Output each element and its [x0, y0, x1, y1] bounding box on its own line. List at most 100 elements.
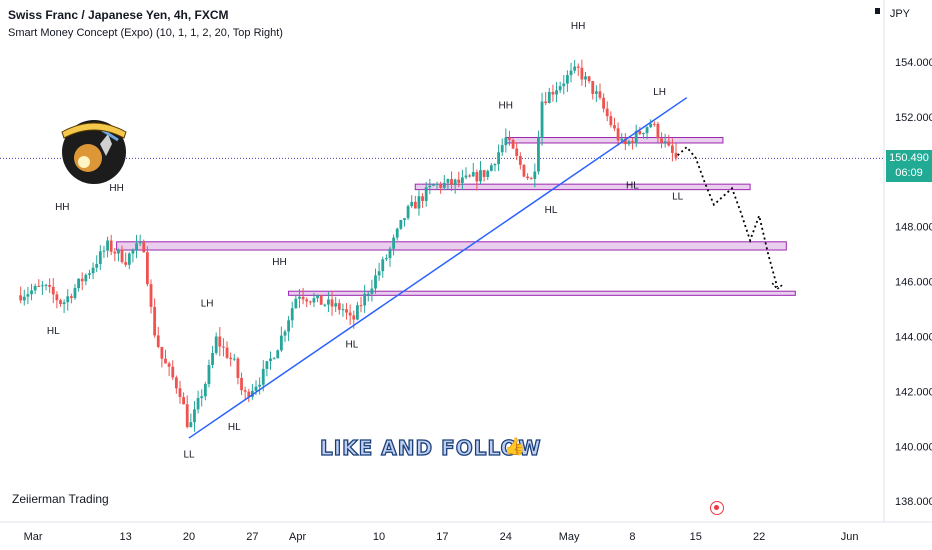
bear-candle — [149, 284, 153, 307]
bear-candle — [178, 388, 182, 398]
bull-candle — [33, 285, 37, 291]
bull-candle — [40, 285, 44, 287]
bull-candle — [363, 293, 367, 306]
bear-candle — [671, 145, 674, 153]
bull-candle — [424, 187, 428, 202]
bear-candle — [59, 300, 62, 304]
bear-candle — [656, 123, 660, 139]
bull-candle — [254, 386, 258, 391]
bear-candle — [359, 305, 363, 307]
bear-candle — [576, 66, 580, 68]
bear-candle — [185, 404, 189, 428]
bull-candle — [287, 320, 291, 332]
bull-candle — [135, 243, 138, 250]
bull-candle — [196, 398, 200, 410]
indicator-label[interactable]: Smart Money Concept (Expo) (10, 1, 1, 2,… — [8, 27, 283, 39]
bull-candle — [258, 384, 262, 387]
bull-candle — [131, 249, 135, 254]
bear-candle — [348, 312, 352, 316]
last-price-badge: 150.490 06:09 — [886, 150, 932, 182]
bull-candle — [355, 305, 359, 320]
bull-candle — [98, 251, 102, 265]
bull-candle — [265, 361, 269, 369]
bear-candle — [439, 183, 443, 188]
bull-candle — [500, 145, 504, 153]
bull-candle — [562, 83, 566, 87]
bull-candle — [497, 152, 501, 165]
projection-path[interactable] — [677, 145, 779, 288]
bear-candle — [623, 138, 627, 145]
structure-label: HL — [545, 205, 558, 216]
bear-candle — [124, 262, 128, 265]
bull-candle — [446, 179, 450, 183]
price-tick-label: 140.000 — [895, 441, 932, 453]
time-tick-label: 24 — [500, 531, 512, 543]
bear-candle — [305, 299, 309, 302]
bull-candle — [489, 165, 493, 171]
bear-candle — [319, 295, 323, 305]
price-tick-label: 142.000 — [895, 386, 932, 398]
bull-candle — [117, 249, 120, 254]
bull-candle — [428, 185, 432, 188]
bear-candle — [247, 391, 251, 397]
author-name: Zeiierman Trading — [12, 492, 109, 506]
projection-arrowhead — [771, 282, 784, 291]
bear-candle — [551, 91, 555, 95]
bull-candle — [410, 201, 414, 207]
bull-candle — [464, 175, 468, 178]
bull-candle — [84, 274, 88, 282]
bear-candle — [156, 335, 160, 347]
bull-candle — [138, 241, 142, 244]
bear-candle — [544, 101, 548, 104]
bear-candle — [587, 76, 591, 82]
bear-candle — [153, 306, 157, 336]
trendline[interactable] — [188, 97, 688, 439]
bull-candle — [435, 183, 439, 185]
bull-candle — [663, 141, 667, 143]
bear-candle — [631, 141, 634, 144]
bull-candle — [102, 250, 106, 252]
symbol-title[interactable]: Swiss Franc / Japanese Yen, 4h, FXCM — [8, 8, 229, 22]
candle-countdown: 06:09 — [895, 167, 923, 179]
supply-demand-zone[interactable] — [414, 183, 751, 191]
bear-candle — [19, 295, 23, 301]
bear-candle — [602, 97, 606, 109]
bull-candle — [327, 299, 330, 305]
bear-candle — [160, 346, 164, 359]
supply-demand-zone[interactable] — [116, 241, 787, 251]
bull-candle — [294, 298, 298, 309]
bull-candle — [334, 303, 338, 307]
scale-mode-icon[interactable] — [875, 8, 880, 14]
time-tick-label: 27 — [246, 531, 258, 543]
bear-candle — [518, 156, 522, 165]
structure-label: HH — [272, 257, 286, 268]
bull-candle — [377, 271, 381, 276]
bull-candle — [95, 264, 99, 268]
bull-candle — [30, 290, 33, 295]
bull-candle — [279, 335, 283, 351]
bull-candle — [211, 352, 214, 366]
record-icon[interactable] — [710, 501, 724, 515]
supply-demand-zone[interactable] — [288, 290, 796, 296]
like-and-follow-text: LIKE AND FOLLOW — [319, 435, 542, 460]
bull-candle — [370, 288, 374, 294]
time-tick-label: Jun — [841, 531, 859, 543]
bull-candle — [555, 90, 558, 95]
bull-candle — [479, 170, 482, 182]
bull-candle — [26, 294, 30, 297]
bear-candle — [229, 357, 233, 360]
bear-candle — [421, 196, 424, 202]
bull-candle — [290, 308, 294, 321]
bear-candle — [468, 175, 472, 177]
bear-candle — [330, 299, 334, 307]
bull-candle — [584, 76, 587, 80]
bull-candle — [645, 127, 649, 134]
bull-candle — [558, 86, 562, 91]
structure-label: LL — [672, 191, 684, 202]
bull-candle — [283, 331, 287, 336]
price-tick-label: 146.000 — [895, 277, 932, 289]
time-tick-label: 22 — [753, 531, 765, 543]
structure-label: HL — [47, 326, 60, 337]
